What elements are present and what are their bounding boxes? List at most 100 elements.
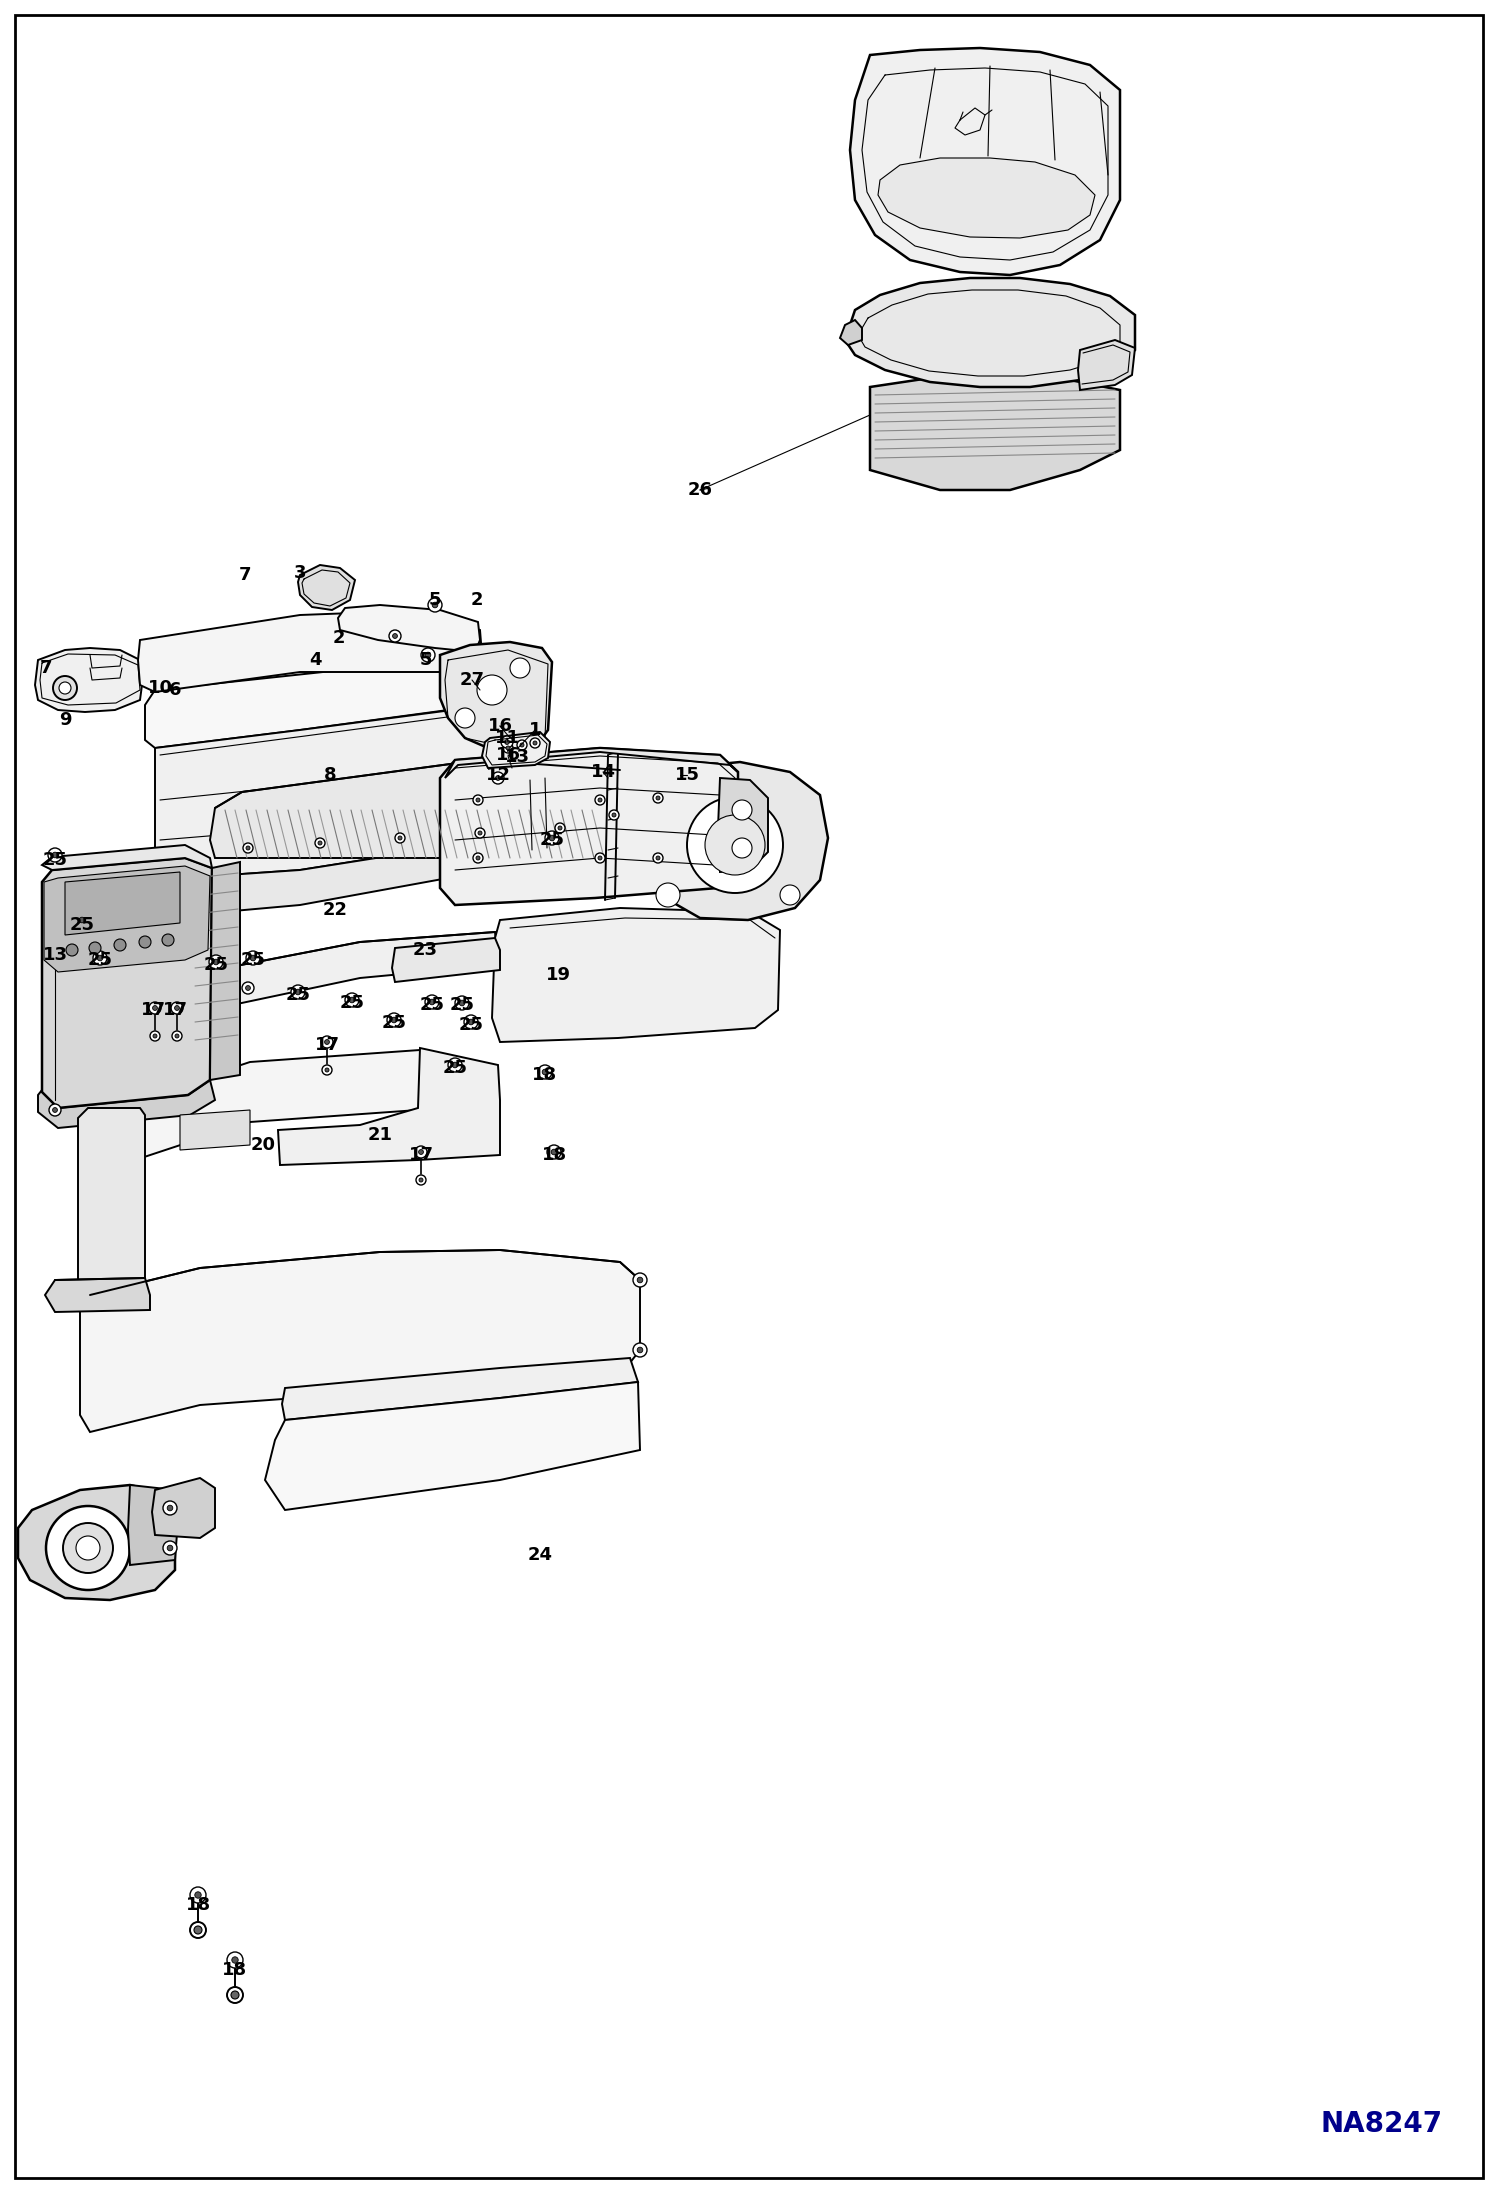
Circle shape: [63, 1522, 112, 1572]
Circle shape: [476, 798, 479, 803]
Polygon shape: [339, 605, 479, 651]
Polygon shape: [142, 840, 491, 919]
Circle shape: [171, 1002, 183, 1013]
Text: 3: 3: [294, 564, 306, 581]
Circle shape: [542, 1070, 548, 1075]
Circle shape: [153, 1035, 157, 1037]
Circle shape: [421, 647, 434, 662]
Circle shape: [455, 996, 469, 1011]
Polygon shape: [649, 761, 828, 921]
Circle shape: [473, 796, 482, 805]
Circle shape: [325, 1039, 330, 1044]
Circle shape: [557, 827, 562, 829]
Polygon shape: [718, 779, 768, 873]
Circle shape: [175, 1007, 180, 1011]
Circle shape: [634, 1342, 647, 1357]
Circle shape: [433, 603, 437, 607]
Circle shape: [425, 651, 431, 658]
Polygon shape: [849, 48, 1121, 274]
Circle shape: [190, 1921, 207, 1939]
Text: 25: 25: [340, 993, 364, 1011]
Polygon shape: [210, 862, 240, 1079]
Text: 23: 23: [412, 941, 437, 958]
Text: 25: 25: [87, 952, 112, 969]
Text: 25: 25: [442, 1059, 467, 1077]
Circle shape: [168, 1504, 172, 1511]
Circle shape: [246, 985, 250, 991]
Polygon shape: [445, 748, 739, 779]
Polygon shape: [180, 1110, 250, 1149]
Circle shape: [392, 634, 397, 638]
Circle shape: [46, 1507, 130, 1590]
Circle shape: [473, 853, 482, 864]
Circle shape: [656, 796, 661, 800]
Polygon shape: [127, 1485, 178, 1566]
Circle shape: [491, 772, 503, 785]
Circle shape: [656, 855, 661, 860]
Circle shape: [554, 822, 565, 833]
Circle shape: [163, 1542, 177, 1555]
Circle shape: [469, 1020, 473, 1024]
Circle shape: [386, 1013, 401, 1026]
Circle shape: [656, 884, 680, 908]
Polygon shape: [64, 873, 180, 934]
Circle shape: [97, 956, 103, 961]
Circle shape: [455, 708, 475, 728]
Circle shape: [415, 1147, 427, 1158]
Polygon shape: [279, 1048, 500, 1164]
Circle shape: [395, 833, 404, 842]
Circle shape: [428, 599, 442, 612]
Circle shape: [325, 1068, 330, 1072]
Circle shape: [58, 682, 70, 693]
Circle shape: [595, 853, 605, 864]
Circle shape: [243, 842, 253, 853]
Circle shape: [79, 917, 85, 923]
Circle shape: [322, 1066, 333, 1075]
Circle shape: [168, 1546, 172, 1550]
Text: 16: 16: [496, 746, 520, 763]
Circle shape: [464, 1015, 478, 1029]
Circle shape: [688, 796, 783, 893]
Circle shape: [598, 855, 602, 860]
Text: 21: 21: [367, 1125, 392, 1145]
Text: 7: 7: [238, 566, 252, 583]
Text: 17: 17: [162, 1000, 187, 1020]
Circle shape: [476, 675, 506, 704]
Circle shape: [88, 943, 100, 954]
Polygon shape: [18, 1485, 175, 1601]
Text: 18: 18: [541, 1147, 566, 1164]
Circle shape: [195, 1925, 202, 1934]
Text: 25: 25: [539, 831, 565, 849]
Text: 7: 7: [40, 660, 52, 678]
Text: 5: 5: [419, 651, 433, 669]
Circle shape: [506, 746, 509, 750]
Polygon shape: [78, 1107, 145, 1298]
Circle shape: [460, 1000, 464, 1007]
Circle shape: [503, 743, 512, 752]
Polygon shape: [482, 732, 550, 768]
Circle shape: [150, 1031, 160, 1042]
Circle shape: [195, 1893, 201, 1899]
Circle shape: [520, 743, 524, 748]
Text: 19: 19: [545, 965, 571, 985]
Polygon shape: [34, 647, 142, 713]
Circle shape: [75, 912, 88, 928]
Text: 18: 18: [186, 1897, 211, 1914]
Circle shape: [162, 934, 174, 945]
Text: 27: 27: [460, 671, 484, 689]
Circle shape: [246, 952, 261, 965]
Circle shape: [315, 838, 325, 849]
Circle shape: [345, 993, 360, 1007]
Polygon shape: [138, 612, 482, 693]
Circle shape: [349, 998, 355, 1002]
Text: 25: 25: [241, 952, 265, 969]
Polygon shape: [154, 704, 490, 879]
Circle shape: [416, 1175, 425, 1184]
Polygon shape: [878, 158, 1095, 239]
Text: 6: 6: [169, 682, 181, 700]
Circle shape: [595, 796, 605, 805]
Text: 10: 10: [147, 680, 172, 697]
Text: 25: 25: [449, 996, 475, 1013]
Circle shape: [93, 952, 106, 965]
Circle shape: [114, 939, 126, 952]
